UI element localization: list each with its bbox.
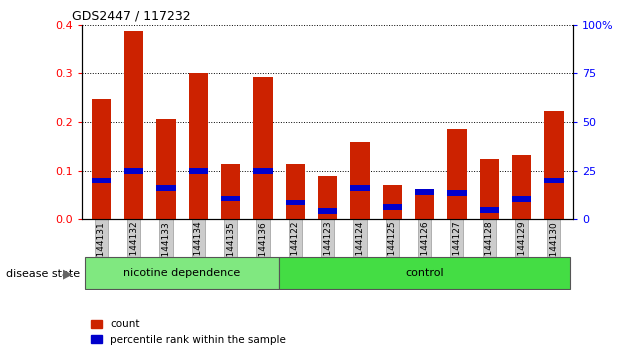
Bar [447, 130, 467, 219]
Bar [318, 208, 337, 213]
Bar [512, 155, 531, 219]
Bar [91, 99, 111, 219]
Bar [415, 191, 434, 219]
Legend: count, percentile rank within the sample: count, percentile rank within the sample [87, 315, 290, 349]
Bar [156, 185, 176, 191]
Bar [382, 185, 402, 219]
Bar [253, 77, 273, 219]
Bar [382, 204, 402, 210]
Bar [188, 168, 208, 174]
Bar [285, 165, 305, 219]
Bar [512, 196, 531, 202]
Bar [221, 196, 240, 201]
Bar [124, 168, 144, 174]
Bar [544, 111, 564, 219]
Bar [91, 178, 111, 183]
FancyBboxPatch shape [279, 257, 570, 289]
Bar [479, 207, 499, 213]
Bar [350, 185, 370, 191]
Text: GDS2447 / 117232: GDS2447 / 117232 [72, 9, 191, 22]
Text: disease state: disease state [6, 269, 81, 279]
Bar [221, 165, 240, 219]
Bar [415, 189, 434, 195]
Text: nicotine dependence: nicotine dependence [123, 268, 241, 278]
Bar [253, 168, 273, 174]
Bar [188, 73, 208, 219]
Bar [318, 176, 337, 219]
Bar [156, 119, 176, 219]
FancyBboxPatch shape [85, 257, 279, 289]
Bar [124, 30, 143, 219]
Bar [285, 200, 305, 205]
Text: ▶: ▶ [63, 268, 72, 281]
Bar [350, 142, 370, 219]
Bar [544, 178, 564, 183]
Bar [447, 190, 467, 196]
Bar [479, 159, 499, 219]
Text: control: control [405, 268, 444, 278]
